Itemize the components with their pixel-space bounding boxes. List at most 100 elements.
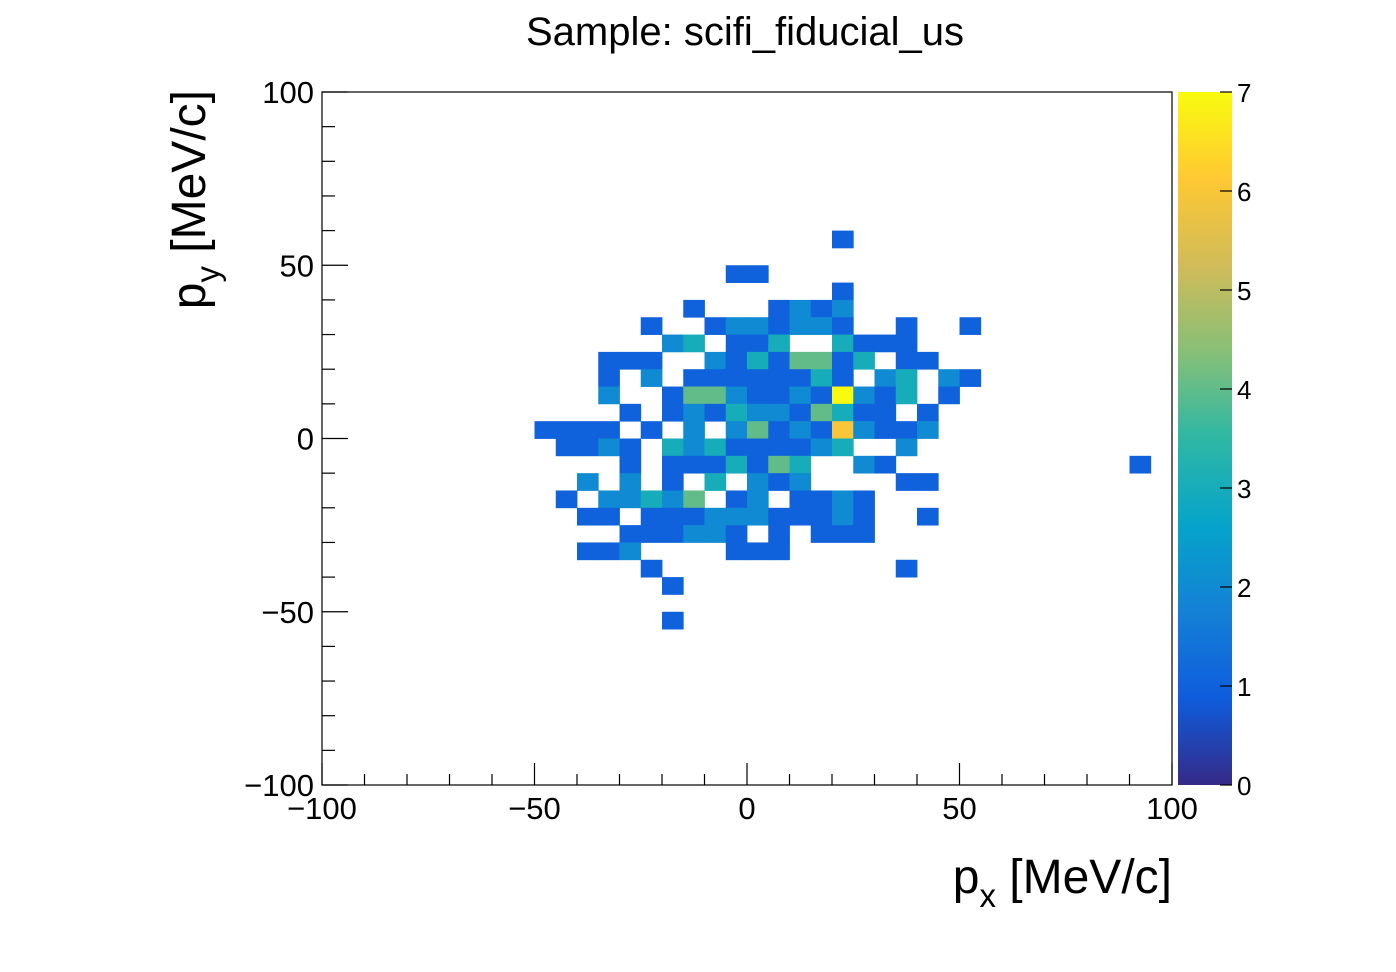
heatmap-bin <box>895 386 918 405</box>
heatmap-bin <box>768 351 790 370</box>
heatmap-bin <box>662 403 684 422</box>
heatmap-bin <box>747 351 769 370</box>
heatmap-bin <box>725 507 748 526</box>
heatmap-bin <box>725 542 748 561</box>
heatmap-bin <box>598 421 620 439</box>
heatmap-bin <box>917 351 939 370</box>
heatmap-bin <box>895 421 918 439</box>
heatmap-bin <box>747 455 769 474</box>
heatmap-bin <box>810 490 833 509</box>
heatmap-bin <box>725 438 748 457</box>
heatmap-bin <box>577 507 599 526</box>
palette-tick-label: 7 <box>1237 78 1251 108</box>
heatmap-bin <box>768 334 790 353</box>
heatmap-bin <box>704 455 727 474</box>
y-axis-label: py [MeV/c] <box>163 90 226 309</box>
heatmap-bin <box>683 525 705 543</box>
heatmap-bin <box>874 334 897 353</box>
heatmap-bin <box>768 403 790 422</box>
heatmap-bin <box>917 403 939 422</box>
heatmap-bin <box>853 455 875 474</box>
heatmap-bin <box>619 473 642 491</box>
heatmap-bin <box>768 455 790 474</box>
heatmap-bin <box>683 334 705 353</box>
heatmap-bin <box>832 334 854 353</box>
heatmap-bin <box>789 438 812 457</box>
heatmap-bin <box>598 438 620 457</box>
heatmap-bin <box>874 369 897 387</box>
heatmap-bin <box>789 403 812 422</box>
heatmap-bin <box>789 455 812 474</box>
heatmap-bin <box>1129 455 1152 474</box>
heatmap-bin <box>683 421 705 439</box>
heatmap-bin <box>832 351 854 370</box>
heatmap-bin <box>662 507 684 526</box>
x-axis-tick-label: 100 <box>1146 791 1198 826</box>
heatmap-bin <box>768 542 790 561</box>
heatmap-bin <box>853 421 875 439</box>
heatmap-bin <box>747 438 769 457</box>
heatmap-bin <box>917 473 939 491</box>
heatmap-bin <box>874 386 897 405</box>
y-axis-tick-label: −100 <box>244 768 314 803</box>
heatmap-bin <box>725 421 748 439</box>
heatmap-bin <box>662 611 684 630</box>
heatmap-bin <box>853 386 875 405</box>
heatmap-bin <box>662 386 684 405</box>
heatmap-bin <box>640 559 663 578</box>
heatmap-bin <box>598 369 620 387</box>
heatmap-bin <box>704 525 727 543</box>
heatmap-bin <box>577 542 599 561</box>
chart-title: Sample: scifi_fiducial_us <box>526 10 964 54</box>
heatmap-bin <box>619 403 642 422</box>
heatmap-bin <box>704 369 727 387</box>
heatmap-bin <box>725 455 748 474</box>
x-axis-ticks: −100 −50 0 50 100 <box>287 763 1198 826</box>
heatmap-bin <box>789 369 812 387</box>
heatmap-bin <box>640 421 663 439</box>
x-axis-tick-label: −50 <box>508 791 561 826</box>
heatmap-bin <box>747 369 769 387</box>
heatmap-bin <box>662 438 684 457</box>
heatmap-bin <box>789 490 812 509</box>
heatmap-bin <box>768 473 790 491</box>
heatmap-bin <box>810 317 833 335</box>
heatmap-bin <box>683 455 705 474</box>
y-axis-tick-label: 100 <box>262 75 314 110</box>
x-axis-tick-label: 0 <box>738 791 755 826</box>
y-axis-label-sub: y <box>189 266 226 283</box>
heatmap-bin <box>555 490 578 509</box>
heatmap-bin <box>725 490 748 509</box>
heatmap-bin <box>619 542 642 561</box>
heatmap-bin <box>747 317 769 335</box>
heatmap-bin <box>725 369 748 387</box>
heatmap-bin <box>662 577 684 595</box>
x-axis-tick-label: 50 <box>942 791 976 826</box>
heatmap-bin <box>725 525 748 543</box>
heatmap-bin <box>789 299 812 318</box>
heatmap-bin <box>704 317 727 335</box>
x-axis-tick-label: −100 <box>287 791 357 826</box>
palette-tick-label: 1 <box>1237 672 1251 702</box>
heatmap-bin <box>725 334 748 353</box>
heatmap-bin <box>895 559 918 578</box>
heatmap-bin <box>959 369 982 387</box>
heatmap-bin <box>832 403 854 422</box>
heatmap-bin <box>725 317 748 335</box>
heatmap-bin <box>938 369 960 387</box>
heatmap-bin <box>832 230 854 249</box>
heatmap-bin <box>789 386 812 405</box>
heatmap-bin <box>683 490 705 509</box>
heatmap-bin <box>810 421 833 439</box>
heatmap-bin <box>810 351 833 370</box>
heatmap-bin <box>683 386 705 405</box>
heatmap-bin <box>768 438 790 457</box>
heatmap-bin <box>747 490 769 509</box>
heatmap-bin <box>853 403 875 422</box>
heatmap-bin <box>832 438 854 457</box>
heatmap-bin <box>832 490 854 509</box>
heatmap-bin <box>640 490 663 509</box>
heatmap-bin <box>662 525 684 543</box>
heatmap-bin <box>874 455 897 474</box>
y-axis-tick-label: 0 <box>297 422 314 457</box>
